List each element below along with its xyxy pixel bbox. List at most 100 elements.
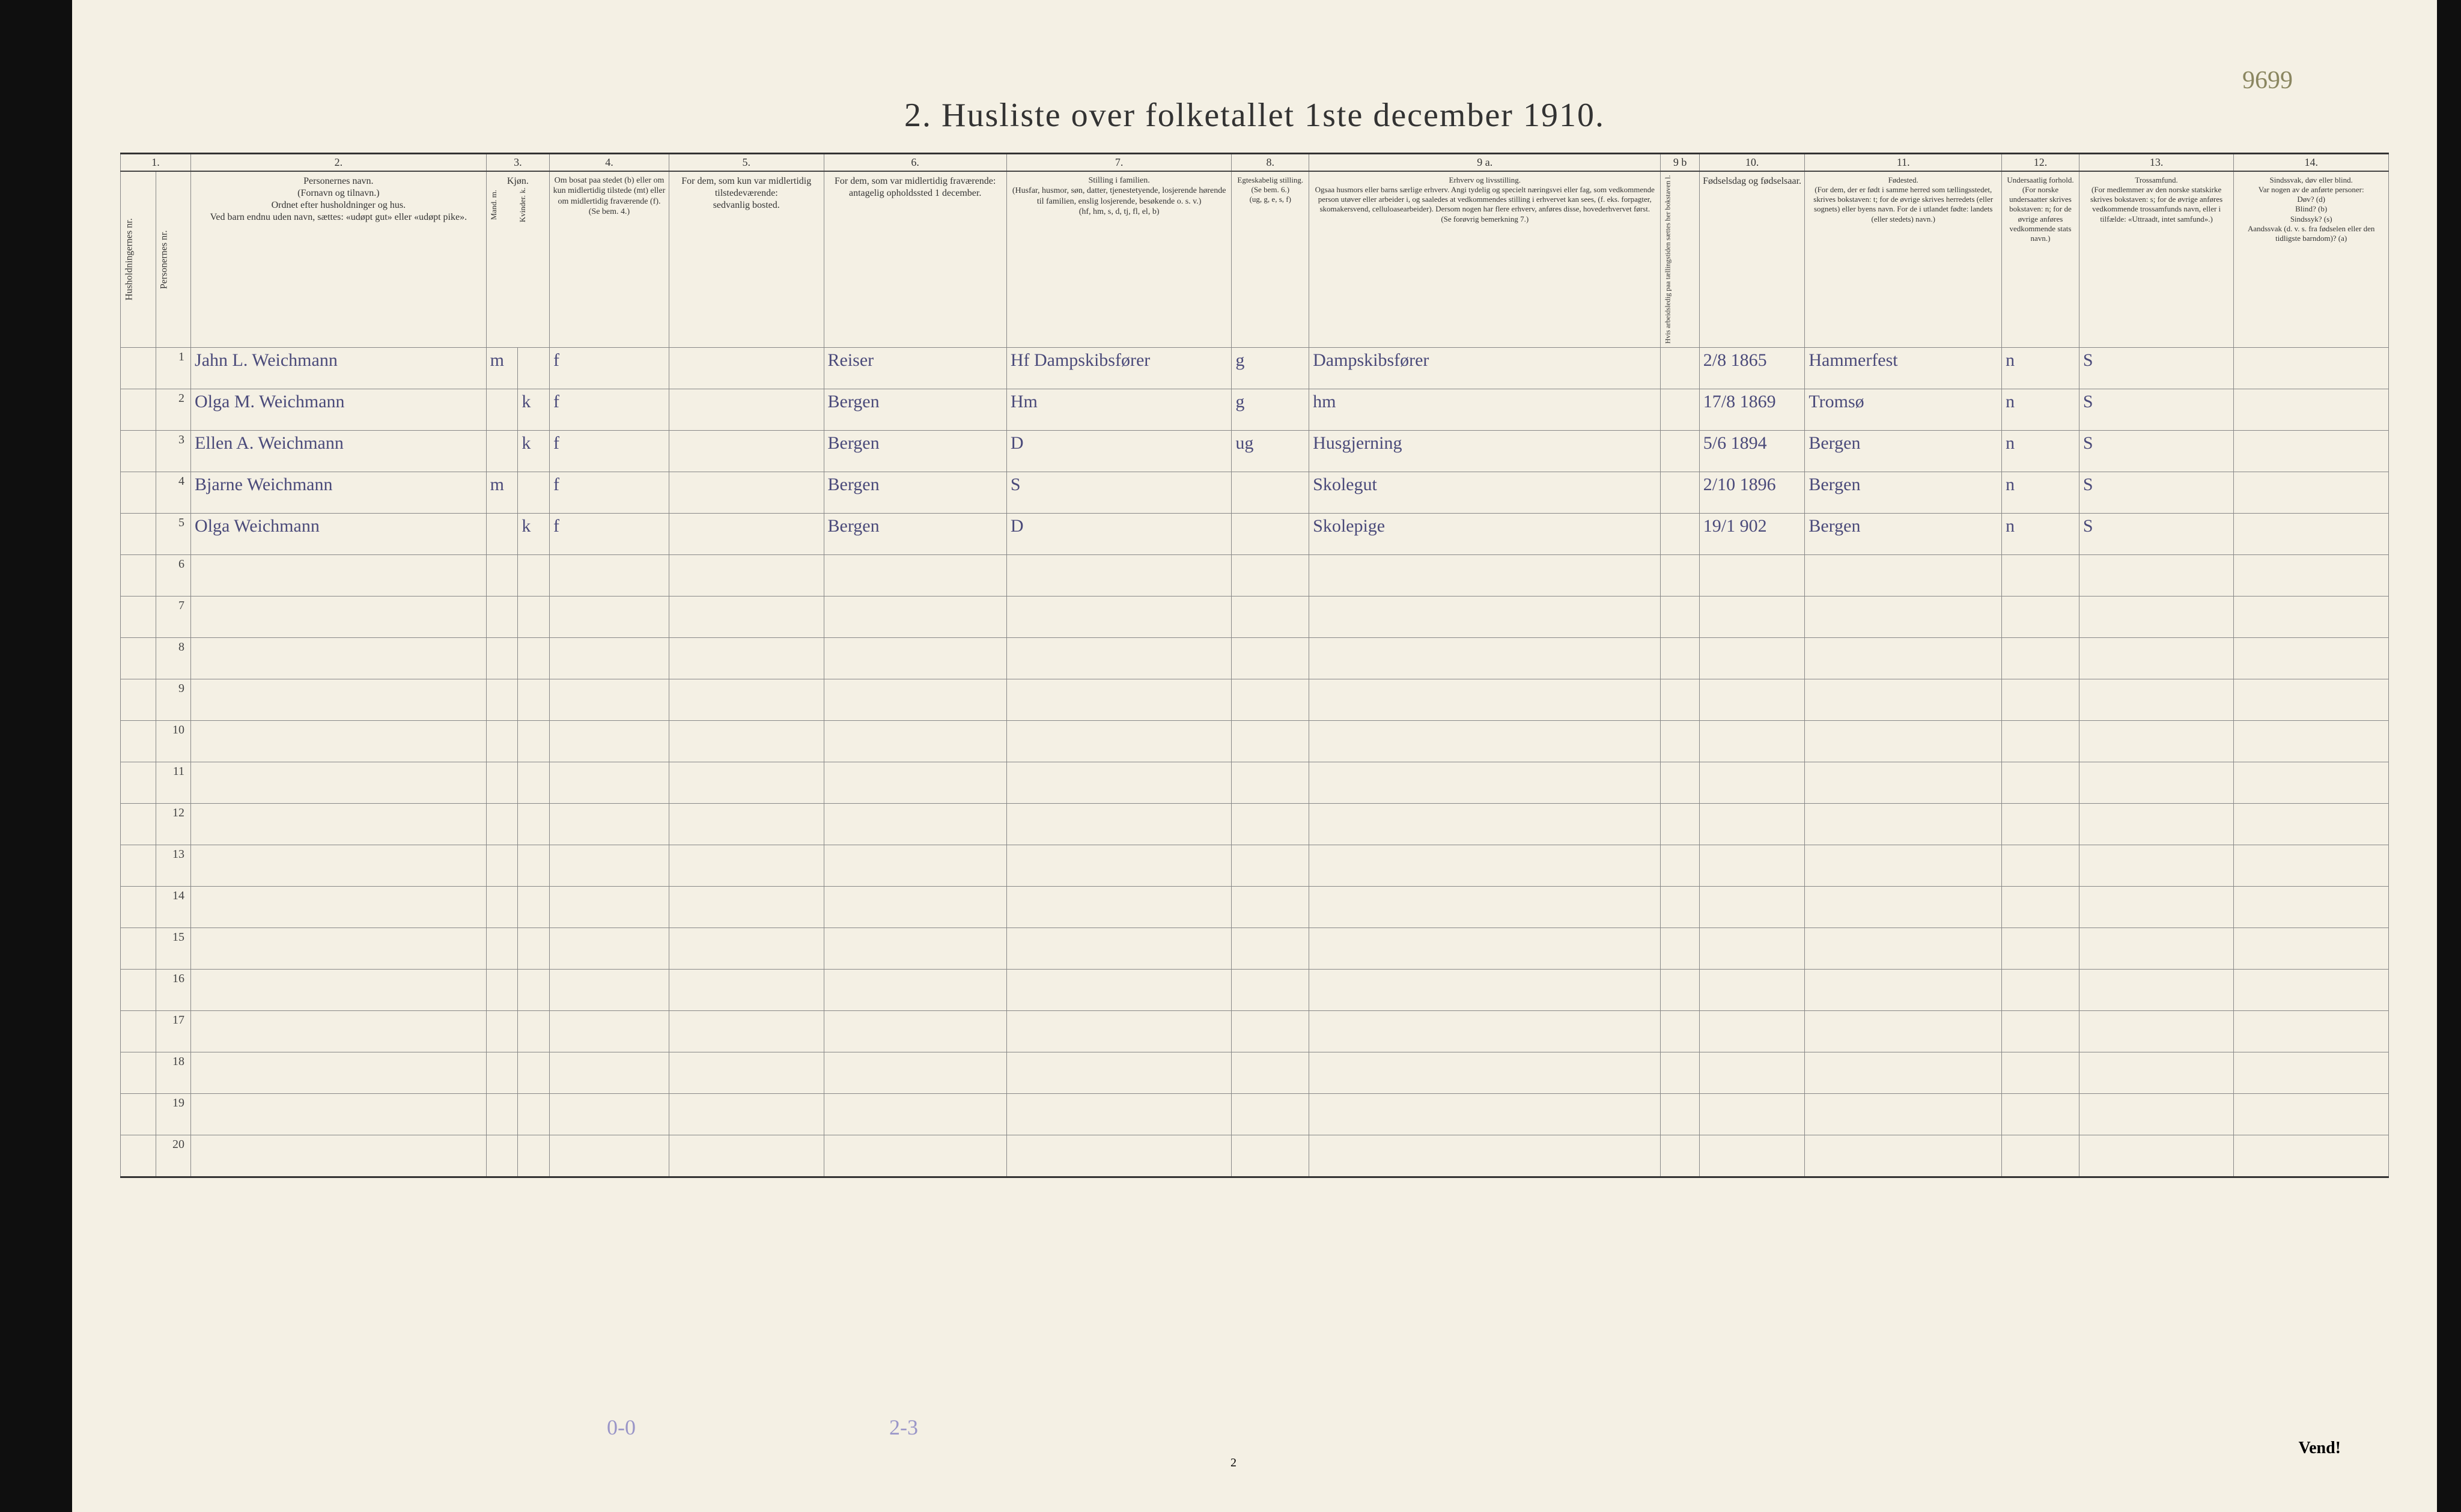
cell	[669, 970, 824, 1011]
cell	[191, 638, 487, 679]
cell	[1661, 845, 1699, 887]
cell	[121, 679, 156, 721]
cell	[550, 804, 669, 845]
cell	[486, 887, 518, 928]
hdr-birthplace: Fødested. (For dem, der er født i samme …	[1805, 171, 2002, 348]
cell	[2002, 1135, 2079, 1177]
cell	[2234, 679, 2389, 721]
cell	[191, 721, 487, 762]
page-title: 2. Husliste over folketallet 1ste decemb…	[120, 96, 2389, 135]
cell	[824, 1094, 1006, 1135]
cell	[121, 845, 156, 887]
cell: 6	[156, 555, 191, 597]
cell	[1661, 638, 1699, 679]
hdr-nationality: Undersaatlig forhold. (For norske unders…	[2002, 171, 2079, 348]
cell	[1006, 887, 1232, 928]
cell	[191, 1135, 487, 1177]
colnum-11: 11.	[1805, 154, 2002, 171]
cell: 12	[156, 804, 191, 845]
hdr-unemployed: Hvis arbeidsledig paa tællingstiden sætt…	[1661, 171, 1699, 348]
colnum-13: 13.	[2079, 154, 2234, 171]
colnum-2: 2.	[191, 154, 487, 171]
cell	[121, 1135, 156, 1177]
cell	[824, 845, 1006, 887]
cell: m	[486, 348, 518, 389]
cell	[1699, 721, 1805, 762]
cell	[2079, 970, 2234, 1011]
cell	[669, 762, 824, 804]
cell	[1232, 638, 1309, 679]
cell: f	[550, 514, 669, 555]
cell	[2002, 597, 2079, 638]
cell	[2234, 928, 2389, 970]
cell	[824, 804, 1006, 845]
page-id-handwritten: 9699	[2242, 66, 2293, 95]
cell	[518, 1011, 550, 1052]
cell	[2079, 887, 2234, 928]
cell	[121, 389, 156, 431]
table-row: 7	[121, 597, 2389, 638]
cell	[518, 597, 550, 638]
cell: 19	[156, 1094, 191, 1135]
cell	[2002, 970, 2079, 1011]
cell	[1661, 970, 1699, 1011]
cell	[1699, 1135, 1805, 1177]
cell	[191, 1052, 487, 1094]
cell	[486, 1135, 518, 1177]
cell	[1805, 1094, 2002, 1135]
hdr-dob: Fødselsdag og fødselsaar.	[1699, 171, 1805, 348]
cell: k	[518, 514, 550, 555]
cell	[1699, 928, 1805, 970]
cell	[191, 762, 487, 804]
table-row: 5Olga WeichmannkfBergenDSkolepige19/1 90…	[121, 514, 2389, 555]
cell	[121, 555, 156, 597]
cell	[550, 1052, 669, 1094]
cell: Olga Weichmann	[191, 514, 487, 555]
printed-page-number: 2	[1230, 1456, 1237, 1470]
cell: Hammerfest	[1805, 348, 2002, 389]
cell	[1699, 845, 1805, 887]
cell: Bergen	[824, 389, 1006, 431]
cell	[518, 348, 550, 389]
census-page: 9699 2. Husliste over folketallet 1ste d…	[0, 0, 2461, 1512]
cell	[550, 928, 669, 970]
table-row: 12	[121, 804, 2389, 845]
cell: k	[518, 431, 550, 472]
cell	[669, 472, 824, 514]
cell	[518, 928, 550, 970]
cell	[121, 721, 156, 762]
cell	[1805, 721, 2002, 762]
table-row: 4Bjarne WeichmannmfBergenSSkolegut2/10 1…	[121, 472, 2389, 514]
cell	[550, 1011, 669, 1052]
cell	[191, 887, 487, 928]
table-row: 8	[121, 638, 2389, 679]
cell	[1805, 679, 2002, 721]
cell: S	[2079, 472, 2234, 514]
cell	[1006, 762, 1232, 804]
cell	[824, 679, 1006, 721]
cell	[486, 804, 518, 845]
cell	[518, 679, 550, 721]
cell	[1309, 555, 1661, 597]
cell	[2234, 1011, 2389, 1052]
cell: 5/6 1894	[1699, 431, 1805, 472]
cell: Dampskibsfører	[1309, 348, 1661, 389]
cell	[550, 1094, 669, 1135]
cell	[1309, 638, 1661, 679]
cell	[1309, 1011, 1661, 1052]
cell: Bergen	[824, 514, 1006, 555]
table-row: 9	[121, 679, 2389, 721]
cell	[121, 1011, 156, 1052]
cell: Jahn L. Weichmann	[191, 348, 487, 389]
cell	[1232, 1135, 1309, 1177]
colnum-9a: 9 a.	[1309, 154, 1661, 171]
table-row: 10	[121, 721, 2389, 762]
cell	[518, 762, 550, 804]
cell	[486, 762, 518, 804]
cell	[518, 555, 550, 597]
cell: 8	[156, 638, 191, 679]
header-row: Husholdningernes nr. Personernes nr. Per…	[121, 171, 2389, 348]
cell	[191, 804, 487, 845]
pencil-note-b: 2-3	[889, 1415, 918, 1440]
cell	[1699, 762, 1805, 804]
